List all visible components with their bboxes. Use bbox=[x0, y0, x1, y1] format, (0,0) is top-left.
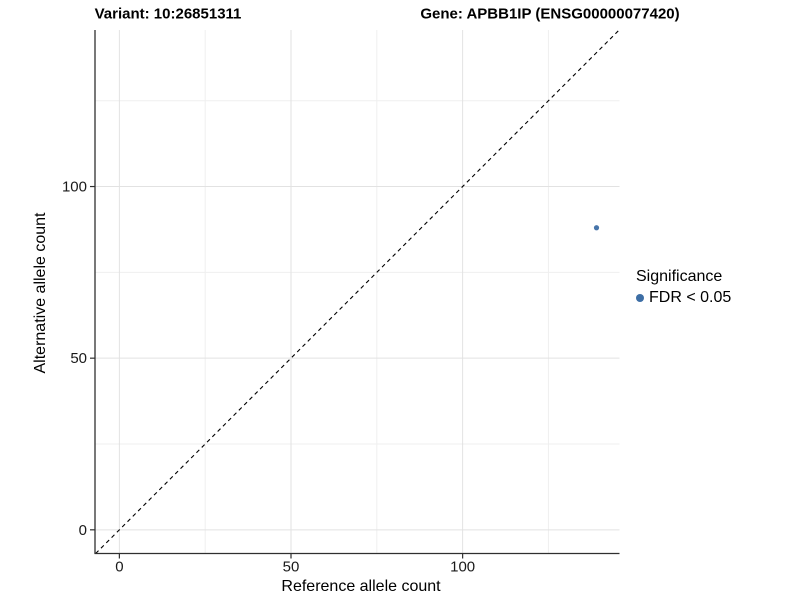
identity-line bbox=[95, 29, 620, 554]
legend-point-icon bbox=[636, 294, 644, 302]
legend-item-label: FDR < 0.05 bbox=[649, 289, 732, 306]
data-point bbox=[593, 225, 600, 231]
y-axis-title: Alternative allele count bbox=[32, 212, 49, 374]
x-tick-label: 0 bbox=[115, 559, 123, 576]
legend-title: Significance bbox=[636, 268, 723, 285]
plot-title-variant: Variant: 10:26851311 bbox=[94, 5, 242, 23]
y-tick-label: 50 bbox=[70, 350, 87, 367]
y-tick-label: 0 bbox=[79, 522, 87, 539]
legend: Significance FDR < 0.05 bbox=[636, 268, 731, 307]
plot-title-gene: Gene: APBB1IP (ENSG00000077420) bbox=[420, 5, 680, 23]
x-tick-label: 50 bbox=[283, 559, 300, 576]
x-tick-label: 100 bbox=[450, 559, 475, 576]
y-tick-label: 100 bbox=[62, 179, 87, 196]
legend-item: FDR < 0.05 bbox=[636, 289, 731, 307]
x-axis-title: Reference allele count bbox=[281, 578, 441, 595]
